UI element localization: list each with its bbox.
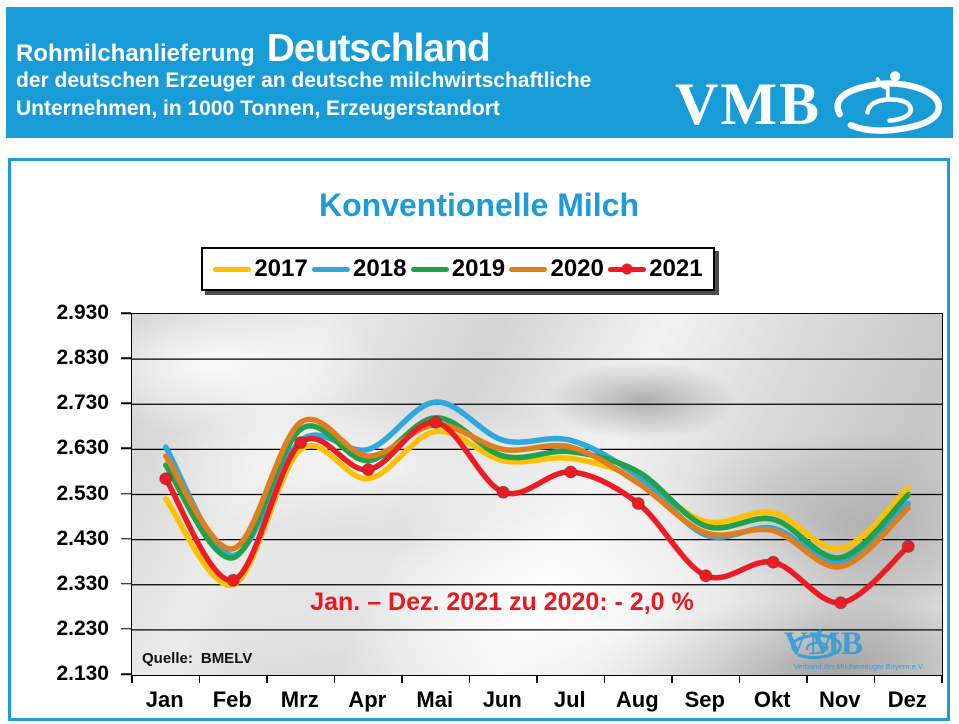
vmb-logo-text: VMB xyxy=(675,71,821,137)
series-canvas xyxy=(132,358,942,631)
y-tick xyxy=(121,312,131,314)
legend-item-2018: 2018 xyxy=(312,255,406,283)
series-marker-2021 xyxy=(294,436,308,450)
vmb-watermark: VMB Verband der Milcherzeuger Bayern e.V… xyxy=(784,628,934,672)
x-tick xyxy=(468,675,470,683)
legend-label-2021: 2021 xyxy=(649,255,703,282)
report-title-line: Rohmilchanlieferung Deutschland xyxy=(16,27,491,71)
series-marker-2021 xyxy=(361,463,375,477)
y-tick-label: 2.130 xyxy=(56,662,109,685)
x-tick-label-Jul: Jul xyxy=(553,687,586,712)
milk-swirl-icon xyxy=(834,71,943,134)
y-tick xyxy=(121,492,131,495)
report-title: Rohmilchanlieferung xyxy=(16,40,255,67)
y-tick xyxy=(121,583,131,585)
y-tick xyxy=(121,357,131,359)
y-tick-label: 2.430 xyxy=(56,526,109,550)
x-tick-label-Apr: Apr xyxy=(348,687,387,712)
legend-marker-dot xyxy=(621,263,633,275)
chart-panel: Konventionelle Milch 2017 2018 2019 2020 202… xyxy=(8,158,950,721)
y-tick xyxy=(121,628,131,630)
x-tick-label-Dez: Dez xyxy=(887,687,927,712)
x-tick xyxy=(671,675,673,683)
series-line-2020 xyxy=(163,416,912,570)
series-marker-2021 xyxy=(226,573,240,587)
y-tick-label: 2.630 xyxy=(56,436,109,460)
y-tick xyxy=(121,402,131,404)
x-tick xyxy=(806,675,808,683)
x-tick xyxy=(941,675,943,683)
series-marker-2021 xyxy=(429,415,443,429)
series-marker-2021 xyxy=(564,465,578,479)
legend-swatch-2020 xyxy=(509,266,548,272)
legend-item-2017: 2017 xyxy=(213,255,308,283)
report-region: Deutschland xyxy=(266,27,491,70)
y-tick xyxy=(121,537,131,540)
series-marker-2021 xyxy=(631,497,645,511)
legend-label-2020: 2020 xyxy=(550,255,604,282)
x-tick-label-Mai: Mai xyxy=(416,687,454,712)
x-tick-label-Feb: Feb xyxy=(212,687,252,712)
legend-swatch-2018 xyxy=(312,266,351,272)
y-tick-label: 2.930 xyxy=(56,301,109,324)
y-tick-label: 2.830 xyxy=(56,346,109,370)
x-tick-label-Jan: Jan xyxy=(145,687,184,712)
y-tick-label: 2.730 xyxy=(56,391,109,415)
y-tick xyxy=(121,673,131,675)
source-note: Quelle: BMELV xyxy=(142,650,252,667)
y-tick xyxy=(121,447,131,450)
x-tick xyxy=(198,675,200,683)
x-tick xyxy=(738,675,740,683)
x-tick-label-Jun: Jun xyxy=(482,687,522,712)
x-tick-label-Aug: Aug xyxy=(615,687,659,712)
report-subtitle-2: Unternehmen, in 1000 Tonnen, Erzeugersta… xyxy=(16,97,500,120)
x-tick xyxy=(536,675,538,683)
x-tick xyxy=(603,675,605,683)
plot-area: Jan. – Dez. 2021 zu 2020: - 2,0 % Quelle… xyxy=(131,313,943,676)
y-tick-label: 2.330 xyxy=(56,571,109,595)
series-marker-2021 xyxy=(901,539,915,553)
legend-item-2019: 2019 xyxy=(410,255,506,283)
legend-label-2018: 2018 xyxy=(353,255,407,282)
legend-label-2017: 2017 xyxy=(254,255,308,282)
x-tick-label-Mrz: Mrz xyxy=(280,687,319,712)
series-marker-2021 xyxy=(766,555,780,569)
source-value: BMELV xyxy=(200,650,253,667)
vmb-watermark-caption: Verband der Milcherzeuger Bayern e.V. xyxy=(793,662,925,671)
legend-item-2021: 2021 xyxy=(608,255,703,283)
x-tick-label-Okt: Okt xyxy=(753,687,791,712)
legend-swatch-2019 xyxy=(410,266,449,272)
x-tick xyxy=(131,675,133,683)
chart-legend: 2017 2018 2019 2020 2021 xyxy=(201,247,715,291)
vmb-logo: VMB xyxy=(675,68,949,140)
y-tick-label: 2.230 xyxy=(56,616,109,640)
x-tick xyxy=(266,675,268,683)
header-banner: Rohmilchanlieferung Deutschland der deut… xyxy=(6,7,953,138)
x-tick xyxy=(873,675,875,683)
legend-label-2019: 2019 xyxy=(451,255,506,282)
x-tick-label-Sep: Sep xyxy=(684,687,725,712)
chart-title: Konventionelle Milch xyxy=(318,187,640,223)
series-marker-2021 xyxy=(496,485,510,499)
x-tick-label-Nov: Nov xyxy=(818,687,861,712)
annotation-change-2021-vs-2020: Jan. – Dez. 2021 zu 2020: - 2,0 % xyxy=(310,588,694,616)
series-marker-2021 xyxy=(699,569,713,583)
x-tick xyxy=(333,675,335,683)
legend-swatch-2021 xyxy=(608,263,647,275)
legend-item-2020: 2020 xyxy=(509,255,604,283)
report-subtitle-1: der deutschen Erzeuger an deutsche milch… xyxy=(16,69,592,92)
source-label: Quelle: xyxy=(142,650,193,667)
series-line-2019 xyxy=(163,415,912,561)
series-marker-2021 xyxy=(159,472,173,486)
x-tick xyxy=(401,675,403,683)
series-marker-2021 xyxy=(834,596,848,610)
y-tick-label: 2.530 xyxy=(56,481,109,505)
milk-swirl-icon xyxy=(791,629,842,660)
legend-swatch-2017 xyxy=(213,266,252,272)
